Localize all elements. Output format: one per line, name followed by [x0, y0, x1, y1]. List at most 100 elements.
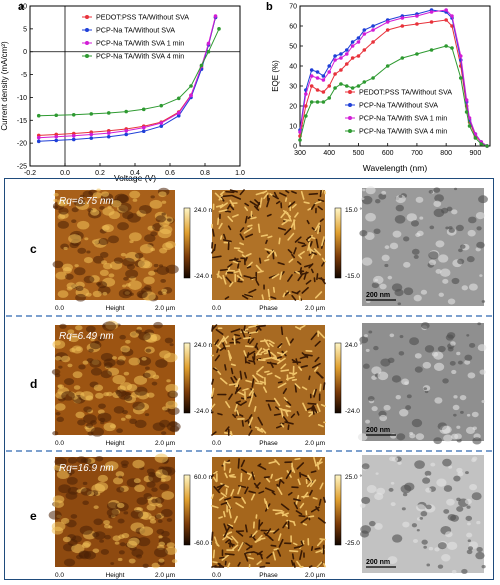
phase-fiber — [240, 468, 248, 474]
phase-fiber — [308, 412, 314, 417]
sem-feature — [383, 404, 391, 411]
sem-feature — [371, 366, 382, 375]
sem-feature — [420, 289, 428, 295]
series-point — [362, 32, 367, 36]
legend-marker — [85, 41, 89, 45]
series-point — [400, 24, 405, 28]
phase-fiber — [275, 477, 283, 481]
sem-feature — [405, 405, 412, 410]
afm-grain — [75, 285, 84, 292]
series-point — [141, 125, 146, 130]
phase-fiber — [260, 234, 269, 237]
phase-fiber — [280, 503, 290, 511]
sem-feature — [419, 516, 424, 520]
sem-feature — [431, 351, 439, 357]
phase-fiber — [280, 369, 290, 372]
phase-fiber — [285, 405, 291, 408]
sem-feature — [442, 378, 449, 384]
phase-fiber — [283, 396, 288, 402]
phase-axis-end: 2.0 µm — [305, 572, 325, 579]
y-tick-label: -15 — [17, 118, 27, 125]
series-point — [415, 22, 419, 26]
phase-fiber — [291, 378, 298, 381]
phase-fiber — [248, 388, 255, 396]
phase-fiber — [241, 294, 249, 300]
sem-feature — [414, 353, 422, 359]
y-tick-label: -5 — [21, 72, 27, 79]
phase-axis-start: 0.0 — [212, 440, 221, 447]
phase-fiber — [294, 457, 301, 461]
afm-grain — [64, 378, 75, 386]
series-point — [339, 52, 343, 56]
phase-fiber — [248, 429, 253, 436]
height-axis-start: 0.0 — [55, 440, 64, 447]
series-point — [71, 137, 76, 142]
sem-feature — [464, 498, 472, 505]
phase-fiber — [216, 273, 223, 280]
sem-feature — [428, 259, 437, 266]
x-tick-label: 0.6 — [165, 170, 175, 177]
phase-fiber — [264, 370, 270, 373]
afm-grain — [68, 234, 82, 244]
phase-fiber — [245, 379, 253, 383]
series-point — [385, 28, 390, 32]
phase-caption: Phase — [259, 305, 278, 312]
afm-grain — [108, 273, 115, 278]
phase-fiber — [243, 325, 246, 331]
afm-grain — [142, 563, 149, 568]
phase-fiber — [264, 258, 270, 262]
afm-grain — [118, 475, 123, 479]
phase-fiber — [314, 340, 321, 347]
afm-grain — [82, 500, 89, 506]
phase-fiber — [257, 223, 261, 234]
afm-grain — [145, 348, 152, 353]
eqe-plot-frame — [299, 5, 491, 147]
height-max-label: 60.0 nm — [194, 474, 218, 481]
phase-fiber — [267, 288, 271, 298]
afm-grain — [77, 247, 87, 254]
afm-grain — [157, 503, 163, 508]
series-point — [444, 18, 448, 22]
phase-fiber — [243, 350, 247, 357]
sem-feature — [366, 485, 377, 493]
phase-fiber — [257, 359, 266, 362]
afm-grain — [171, 559, 178, 564]
afm-grain — [71, 207, 79, 213]
sem-scale-label: 200 nm — [366, 292, 390, 299]
phase-fiber — [285, 190, 290, 194]
phase-fiber — [301, 244, 307, 248]
phase-fiber — [228, 393, 233, 400]
phase-fiber — [312, 497, 318, 500]
legend-marker — [348, 116, 352, 120]
afm-grain — [89, 341, 102, 350]
phase-fiber — [316, 371, 323, 379]
sem-feature — [420, 511, 428, 517]
sem-feature — [443, 485, 453, 492]
series-point — [124, 132, 129, 137]
phase-fiber — [218, 516, 223, 519]
phase-fiber — [237, 541, 244, 552]
sem-feature — [443, 434, 453, 442]
phase-fiber — [274, 251, 277, 257]
afm-grain — [60, 355, 71, 363]
afm-row-c: c Rq=6.75 nm 0.0 Height 2.0 µm 24.0 nm -24.0 n… — [30, 186, 488, 312]
phase-fiber — [321, 257, 326, 263]
afm-grain — [92, 290, 102, 298]
sem-feature — [471, 458, 477, 463]
x-tick-label: 900 — [470, 150, 482, 157]
phase-fiber — [300, 517, 309, 524]
sem-feature — [362, 188, 366, 192]
sem-feature — [446, 498, 455, 506]
phase-fiber — [299, 550, 303, 561]
afm-grain — [157, 228, 172, 239]
series-point — [141, 129, 146, 134]
phase-fiber — [220, 492, 227, 498]
afm-grain — [48, 510, 62, 520]
phase-fiber — [227, 215, 234, 222]
sem-feature — [442, 458, 452, 467]
afm-grain — [74, 267, 86, 276]
series-point — [371, 24, 375, 28]
sem-feature — [422, 361, 432, 369]
phase-fiber — [312, 251, 317, 256]
sem-feature — [467, 539, 471, 543]
